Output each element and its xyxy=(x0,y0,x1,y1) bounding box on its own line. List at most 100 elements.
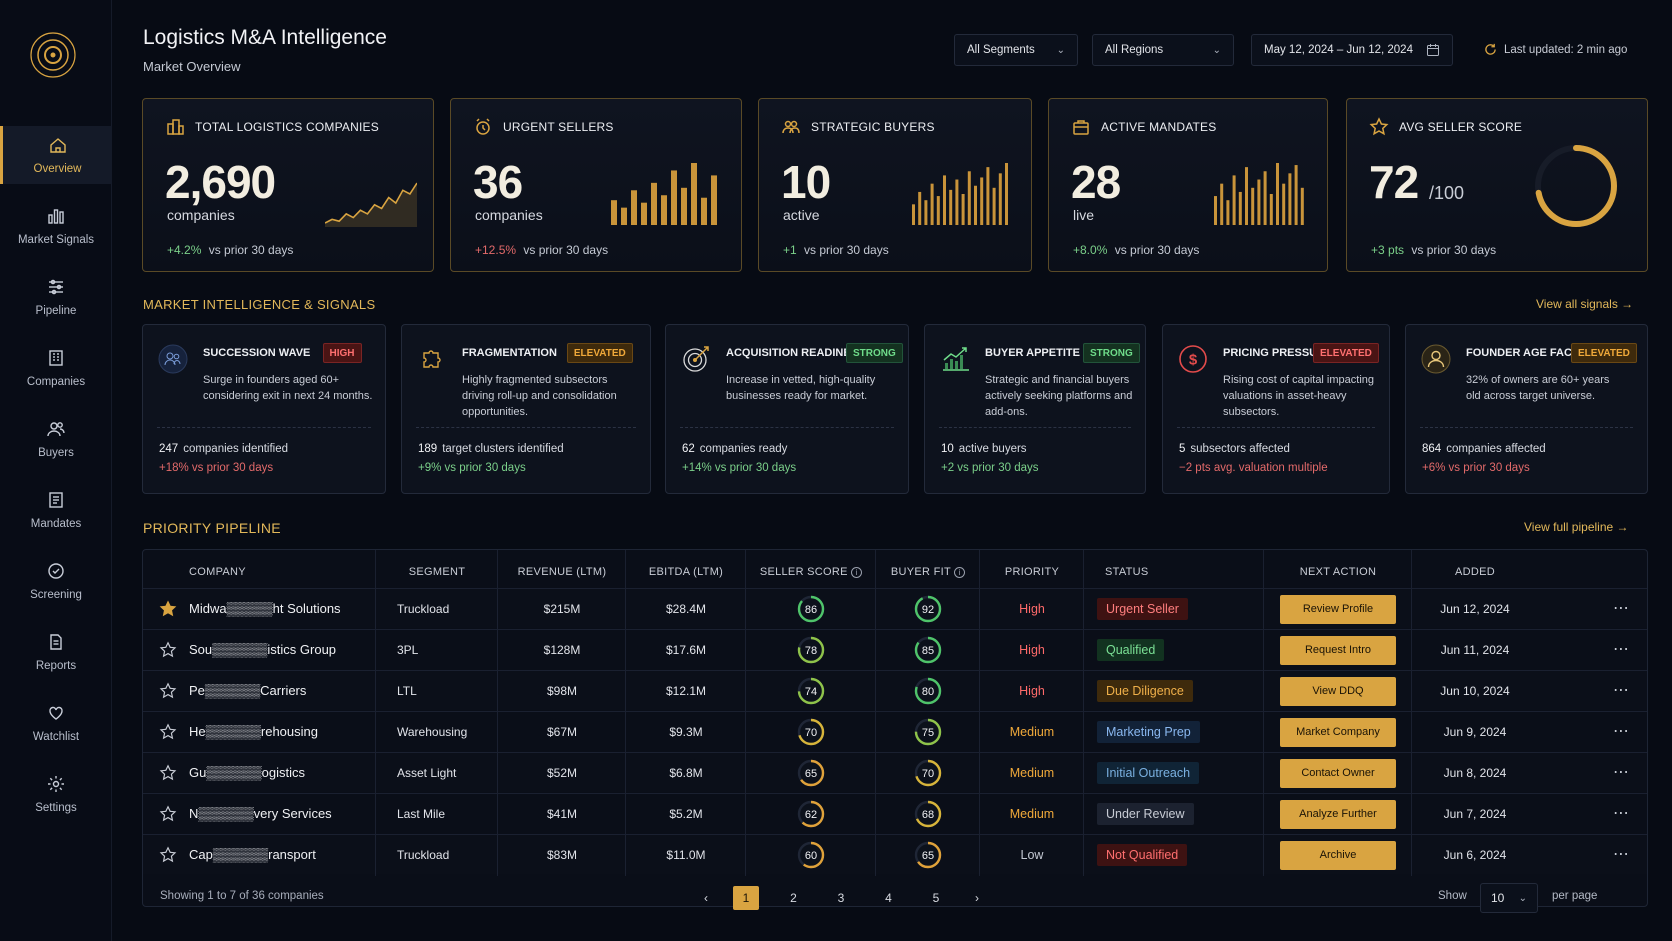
next-action-button[interactable]: Archive xyxy=(1280,841,1396,870)
star-icon[interactable] xyxy=(159,846,177,864)
page-2-button[interactable]: 2 xyxy=(790,891,797,905)
company-name[interactable]: N▒▒▒▒▒▒very Services xyxy=(189,806,332,821)
star-icon[interactable] xyxy=(159,600,177,618)
kpi-card-urgent-sellers[interactable]: URGENT SELLERS 36 companies +12.5% vs pri… xyxy=(450,98,742,272)
page-4-button[interactable]: 4 xyxy=(885,891,892,905)
star-icon[interactable] xyxy=(159,682,177,700)
next-action-button[interactable]: Analyze Further xyxy=(1280,800,1396,829)
kpi-card-total-logistics-companies[interactable]: TOTAL LOGISTICS COMPANIES 2,690 companies… xyxy=(142,98,434,272)
segments-dropdown-value: All Segments xyxy=(967,44,1035,56)
next-action-button[interactable]: Market Company xyxy=(1280,718,1396,747)
table-row[interactable]: Pe▒▒▒▒▒▒Carriers LTL $98M $12.1M High Du… xyxy=(143,670,1647,710)
sidebar-item-reports[interactable]: Reports xyxy=(0,623,112,681)
regions-dropdown[interactable]: All Regions ⌄ xyxy=(1092,34,1234,66)
sidebar-item-companies[interactable]: Companies xyxy=(0,339,112,397)
column-header-added[interactable]: ADDED xyxy=(1413,566,1537,578)
buyer-fit-ring: 68 xyxy=(914,800,942,828)
signal-card-fragmentation[interactable]: FRAGMENTATION ELEVATED Highly fragmented… xyxy=(401,324,651,494)
sidebar-item-label: Pipeline xyxy=(35,305,77,317)
company-name[interactable]: Cap▒▒▒▒▒▒ransport xyxy=(189,847,316,862)
star-icon[interactable] xyxy=(159,641,177,659)
kpi-card-avg-seller-score[interactable]: AVG SELLER SCORE 72/100 +3 pts vs prior … xyxy=(1346,98,1648,272)
next-action-button[interactable]: Contact Owner xyxy=(1280,759,1396,788)
sidebar-item-watchlist[interactable]: Watchlist xyxy=(0,694,112,752)
company-name[interactable]: He▒▒▒▒▒▒rehousing xyxy=(189,724,318,739)
kpi-card-active-mandates[interactable]: ACTIVE MANDATES 28 live +8.0% vs prior 30… xyxy=(1048,98,1328,272)
signal-card-founder-age-factor[interactable]: FOUNDER AGE FACTOR ELEVATED 32% of owner… xyxy=(1405,324,1648,494)
table-row[interactable]: Midwa▒▒▒▒▒ht Solutions Truckload $215M $… xyxy=(143,588,1647,628)
sidebar-item-settings[interactable]: Settings xyxy=(0,765,112,823)
more-options-icon[interactable]: ⋯ xyxy=(1613,641,1629,658)
signal-card-pricing-pressure[interactable]: $ PRICING PRESSURE ELEVATED Rising cost … xyxy=(1162,324,1390,494)
sidebar-item-screening[interactable]: Screening xyxy=(0,552,112,610)
company-name[interactable]: Sou▒▒▒▒▒▒istics Group xyxy=(189,642,337,657)
company-name[interactable]: Gu▒▒▒▒▒▒ogistics xyxy=(189,765,305,780)
table-row[interactable]: He▒▒▒▒▒▒rehousing Warehousing $67M $9.3M… xyxy=(143,711,1647,751)
column-divider xyxy=(375,550,376,876)
page-3-button[interactable]: 3 xyxy=(837,891,845,905)
signal-card-succession-wave[interactable]: SUCCESSION WAVE HIGH Surge in founders a… xyxy=(142,324,386,494)
next-action-button[interactable]: Request Intro xyxy=(1280,636,1396,665)
column-header-status[interactable]: STATUS xyxy=(1105,566,1283,578)
column-header-next-action[interactable]: NEXT ACTION xyxy=(1265,566,1411,578)
buyer-fit-ring: 92 xyxy=(914,595,942,623)
column-header-ebitda-ltm[interactable]: EBITDA (LTM) xyxy=(627,566,745,578)
kpi-card-strategic-buyers[interactable]: STRATEGIC BUYERS 10 active +1 vs prior 30… xyxy=(758,98,1032,272)
kpi-title: TOTAL LOGISTICS COMPANIES xyxy=(195,120,379,134)
table-row[interactable]: Cap▒▒▒▒▒▒ransport Truckload $83M $11.0M … xyxy=(143,834,1647,874)
sidebar-item-buyers[interactable]: Buyers xyxy=(0,410,112,468)
sidebar-item-overview[interactable]: Overview xyxy=(0,126,112,184)
date-range-picker[interactable]: May 12, 2024 – Jun 12, 2024 xyxy=(1251,34,1453,66)
signal-card-acquisition-readiness[interactable]: ACQUISITION READINESS STRONG Increase in… xyxy=(665,324,909,494)
column-header-buyer-fit[interactable]: BUYER FIT i xyxy=(877,566,979,578)
column-header-seller-score[interactable]: SELLER SCORE i xyxy=(747,566,875,578)
star-icon[interactable] xyxy=(159,764,177,782)
sidebar-item-mandates[interactable]: Mandates xyxy=(0,481,112,539)
star-icon[interactable] xyxy=(159,805,177,823)
segments-dropdown[interactable]: All Segments ⌄ xyxy=(954,34,1078,66)
more-options-icon[interactable]: ⋯ xyxy=(1613,600,1629,617)
company-name[interactable]: Pe▒▒▒▒▒▒Carriers xyxy=(189,683,307,698)
spark-bar xyxy=(1300,187,1304,225)
more-options-icon[interactable]: ⋯ xyxy=(1613,764,1629,781)
kpi-unit: active xyxy=(783,207,820,223)
signal-badge: HIGH xyxy=(322,343,362,363)
signal-description-line: subsectors. xyxy=(1223,406,1280,418)
next-action-button[interactable]: View DDQ xyxy=(1280,677,1396,706)
view-full-pipeline-link[interactable]: View full pipeline → xyxy=(1524,520,1629,534)
view-all-signals-link[interactable]: View all signals → xyxy=(1536,297,1634,311)
more-options-icon[interactable]: ⋯ xyxy=(1613,846,1629,863)
company-name[interactable]: Midwa▒▒▒▒▒ht Solutions xyxy=(189,601,341,616)
more-options-icon[interactable]: ⋯ xyxy=(1613,723,1629,740)
page-5-button[interactable]: 5 xyxy=(932,891,940,905)
more-options-icon[interactable]: ⋯ xyxy=(1613,682,1629,699)
table-row[interactable]: N▒▒▒▒▒▒very Services Last Mile $41M $5.2… xyxy=(143,793,1647,833)
page-subtitle: Market Overview xyxy=(143,59,241,74)
column-header-company[interactable]: COMPANY xyxy=(189,566,373,578)
seller-score-ring: 74 xyxy=(797,677,825,705)
score-value: 92 xyxy=(922,604,934,616)
revenue-cell: $67M xyxy=(546,725,578,739)
kpi-unit: companies xyxy=(167,207,235,223)
signal-card-buyer-appetite[interactable]: BUYER APPETITE STRONG Strategic and fina… xyxy=(924,324,1146,494)
next-action-button[interactable]: Review Profile xyxy=(1280,595,1396,624)
per-page-select[interactable]: 10 ⌄ xyxy=(1480,883,1538,913)
sidebar-item-label: Buyers xyxy=(38,447,74,459)
sidebar-item-pipeline[interactable]: Pipeline xyxy=(0,268,112,326)
more-options-icon[interactable]: ⋯ xyxy=(1613,805,1629,822)
info-icon[interactable]: i xyxy=(954,567,966,578)
table-row[interactable]: Sou▒▒▒▒▒▒istics Group 3PL $128M $17.6M H… xyxy=(143,629,1647,669)
ebitda-cell: $9.3M xyxy=(669,725,703,739)
page-1-button[interactable]: 1 xyxy=(733,886,759,910)
prev-page-button[interactable]: ‹ xyxy=(704,891,708,905)
sidebar-item-market-signals[interactable]: Market Signals xyxy=(0,197,112,255)
table-row[interactable]: Gu▒▒▒▒▒▒ogistics Asset Light $52M $6.8M … xyxy=(143,752,1647,792)
column-header-revenue-ltm[interactable]: REVENUE (LTM) xyxy=(499,566,625,578)
column-header-segment[interactable]: SEGMENT xyxy=(377,566,497,578)
spark-bar xyxy=(992,187,996,225)
refresh-icon[interactable] xyxy=(1484,43,1497,56)
star-icon[interactable] xyxy=(159,723,177,741)
column-header-priority[interactable]: PRIORITY xyxy=(981,566,1083,578)
info-icon[interactable]: i xyxy=(851,567,863,578)
next-page-button[interactable]: › xyxy=(975,891,979,905)
